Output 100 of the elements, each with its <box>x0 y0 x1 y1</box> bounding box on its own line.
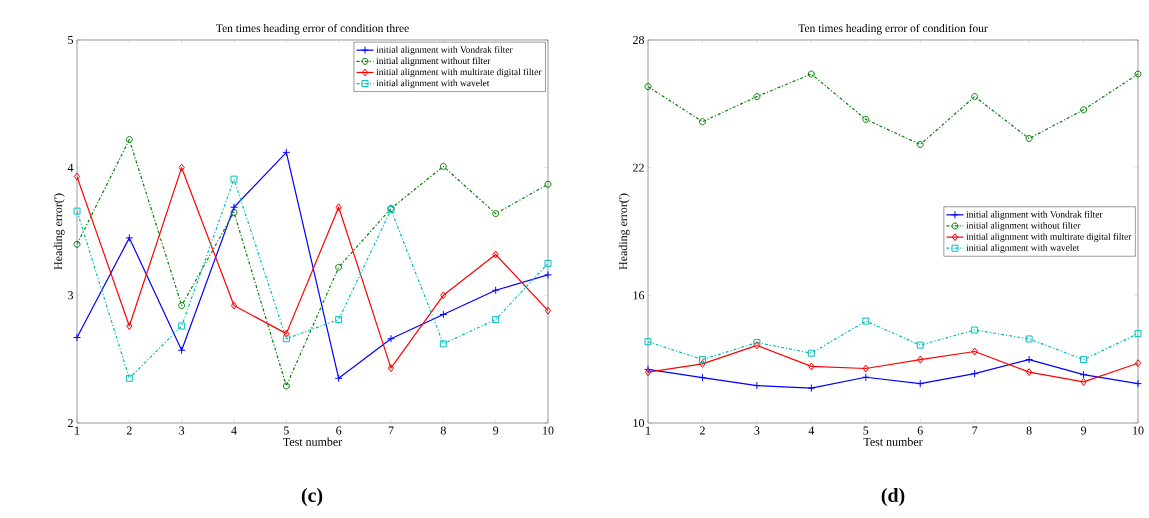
x-tick-label: 2 <box>126 426 132 435</box>
point <box>125 233 134 242</box>
point <box>862 317 870 325</box>
legend-label: initial alignment without filter <box>966 221 1081 231</box>
point <box>178 302 186 310</box>
point <box>1080 356 1088 364</box>
point <box>282 382 290 390</box>
point <box>698 356 706 364</box>
x-tick-label: 5 <box>863 426 869 435</box>
point <box>808 362 815 371</box>
legend-label: initial alignment with wavelet <box>376 79 490 89</box>
point <box>334 374 343 383</box>
point <box>387 334 395 343</box>
point <box>1134 330 1142 338</box>
x-tick-label: 6 <box>336 426 342 435</box>
point <box>752 381 761 390</box>
point <box>492 210 500 218</box>
y-axis-title: Heading error(') <box>53 193 65 270</box>
point <box>861 373 870 382</box>
legend-label: initial alignment without filter <box>376 57 491 66</box>
chart-title: Ten times heading error of condition four <box>798 23 988 35</box>
x-axis-title: Test number <box>863 437 923 446</box>
point <box>1134 379 1142 388</box>
point <box>1026 368 1033 377</box>
x-tick-label: 9 <box>493 426 499 435</box>
x-tick-label: 2 <box>700 426 705 435</box>
x-tick-label: 4 <box>231 426 237 435</box>
point <box>73 240 81 248</box>
point <box>862 364 869 373</box>
point <box>230 208 238 216</box>
point <box>73 207 81 215</box>
x-tick-label: 10 <box>1133 426 1144 435</box>
text: (c) <box>301 487 323 507</box>
x-tick-label: 5 <box>284 426 289 435</box>
point <box>439 162 447 170</box>
x-axis-title: Test number <box>283 437 343 446</box>
y-tick-label: 28 <box>633 35 645 45</box>
point <box>1025 355 1034 364</box>
point <box>971 326 979 334</box>
point <box>492 250 499 259</box>
legend-label: initial alignment with wavelet <box>966 244 1080 253</box>
point <box>73 172 81 181</box>
point <box>644 83 652 91</box>
point <box>125 374 133 382</box>
x-tick-label: 6 <box>917 426 923 435</box>
point <box>698 118 706 126</box>
legend-label: initial alignment with Vondrak filter <box>966 210 1103 220</box>
point <box>1025 135 1033 142</box>
point <box>283 329 290 338</box>
point <box>73 333 81 342</box>
y-tick-label: 2 <box>68 419 73 427</box>
point <box>916 341 924 349</box>
x-tick-label: 8 <box>1026 426 1032 435</box>
point <box>807 349 815 357</box>
point <box>387 364 395 373</box>
y-tick-label: 4 <box>67 163 74 172</box>
point <box>544 306 552 315</box>
x-tick-label: 1 <box>75 426 80 435</box>
x-tick-label: 4 <box>808 426 815 435</box>
y-tick-label: 3 <box>68 291 74 300</box>
point <box>917 355 924 364</box>
point <box>230 175 238 183</box>
point <box>1079 370 1088 379</box>
point <box>439 340 447 348</box>
point <box>699 359 706 368</box>
point <box>916 140 924 148</box>
point <box>126 321 133 330</box>
point <box>807 384 816 393</box>
y-tick-label: 10 <box>633 418 645 428</box>
point <box>440 291 447 300</box>
point <box>335 263 343 271</box>
point <box>644 338 652 346</box>
text: (d) <box>881 487 905 507</box>
x-tick-label: 3 <box>754 426 760 435</box>
point <box>807 70 815 78</box>
point <box>753 93 761 101</box>
point <box>970 369 979 378</box>
y-tick-label: 22 <box>633 163 644 172</box>
point <box>916 379 925 388</box>
point <box>282 335 290 343</box>
point <box>492 316 500 324</box>
point <box>178 322 186 330</box>
point <box>1134 70 1142 78</box>
point <box>230 203 238 212</box>
x-tick-label: 7 <box>388 426 394 435</box>
x-tick-label: 1 <box>646 426 651 435</box>
legend-label: initial alignment with multirate digital filter <box>966 233 1132 242</box>
x-tick-label: 9 <box>1080 426 1087 435</box>
y-tick-label: 5 <box>68 36 74 44</box>
point <box>862 115 870 123</box>
point <box>282 148 291 157</box>
y-tick-label: 16 <box>633 291 645 300</box>
legend-label: initial alignment with multirate digital filter <box>376 68 542 78</box>
y-axis-title: Heading error(') <box>618 193 630 270</box>
x-tick-label: 7 <box>972 426 978 435</box>
point <box>544 259 552 267</box>
point <box>125 136 133 144</box>
x-tick-label: 10 <box>543 426 554 435</box>
point <box>1080 377 1087 386</box>
point <box>230 301 238 310</box>
